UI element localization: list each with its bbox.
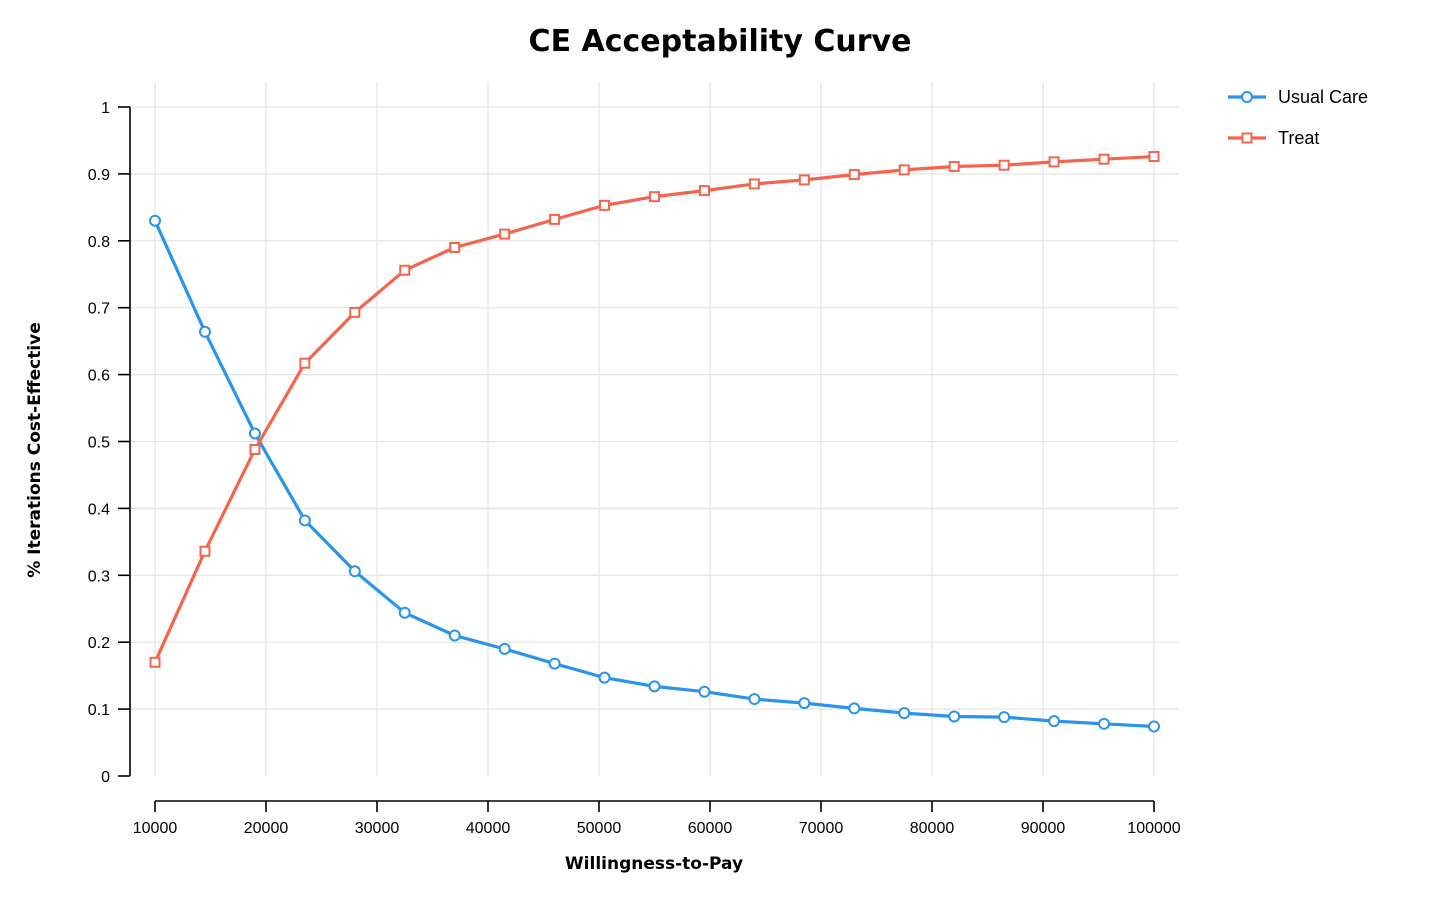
series-line-usual-care [153, 220, 1155, 729]
data-point-usual-care [498, 642, 511, 655]
x-tick-label: 80000 [910, 820, 955, 837]
data-point-usual-care [948, 710, 961, 723]
data-point-usual-care [248, 427, 261, 440]
legend: Usual Care Treat [1228, 87, 1368, 148]
data-point-treat [599, 199, 611, 211]
data-point-treat [1098, 153, 1110, 165]
data-point-treat [349, 306, 361, 318]
x-tick-label: 90000 [1021, 820, 1066, 837]
x-tick-label: 20000 [244, 820, 289, 837]
data-point-treat [798, 174, 810, 186]
data-point-treat [1048, 156, 1060, 168]
axes: 0 0.1 0.2 0.3 0.4 0.5 0.6 0.7 0.8 0.9 1 10000 20000 3… [88, 100, 1181, 837]
data-point-usual-care [448, 629, 461, 642]
data-point-treat [998, 159, 1010, 171]
y-tick-label: 0 [101, 769, 110, 786]
data-point-usual-care [998, 711, 1011, 724]
x-tick-label: 30000 [355, 820, 400, 837]
data-point-treat [199, 545, 211, 557]
data-point-usual-care [149, 214, 161, 227]
y-tick-label: 0.4 [88, 501, 110, 518]
chart-title: CE Acceptability Curve [529, 24, 912, 59]
data-point-treat [948, 161, 960, 173]
series-usual-care [149, 214, 1160, 733]
y-tick-label: 1 [101, 100, 110, 117]
x-tick-label: 60000 [688, 820, 733, 837]
legend-item-treat: Treat [1228, 128, 1319, 148]
x-axis-title: Willingness-to-Pay [565, 854, 743, 874]
data-point-usual-care [648, 680, 661, 693]
data-point-treat [549, 213, 561, 225]
data-point-usual-care [298, 514, 311, 527]
data-point-treat [748, 178, 760, 190]
legend-marker-treat [1241, 132, 1253, 144]
data-point-usual-care [748, 693, 761, 706]
data-point-treat [399, 264, 411, 276]
data-point-usual-care [348, 565, 361, 578]
data-point-usual-care [548, 657, 561, 670]
x-tick-label: 40000 [466, 820, 511, 837]
y-tick-label: 0.8 [88, 234, 110, 251]
data-point-treat [149, 656, 161, 668]
data-point-usual-care [1148, 720, 1160, 733]
data-point-treat [249, 444, 261, 456]
data-point-treat [698, 185, 710, 197]
series-treat [149, 151, 1160, 668]
y-tick-label: 0.1 [88, 702, 110, 719]
y-tick-label: 0.2 [88, 635, 110, 652]
data-point-treat [449, 241, 461, 253]
data-point-usual-care [198, 325, 211, 338]
x-tick-label: 10000 [133, 820, 178, 837]
grid [130, 82, 1178, 776]
legend-marker-usual-care [1241, 91, 1253, 103]
legend-label-treat: Treat [1278, 128, 1319, 148]
x-tick-label: 50000 [577, 820, 622, 837]
data-point-usual-care [798, 697, 811, 710]
data-point-treat [499, 228, 511, 240]
data-point-treat [898, 164, 910, 176]
y-tick-label: 0.7 [88, 301, 110, 318]
data-point-treat [848, 169, 860, 181]
y-tick-label: 0.6 [88, 368, 110, 385]
legend-label-usual-care: Usual Care [1278, 87, 1368, 107]
data-point-usual-care [1098, 717, 1111, 730]
x-tick-label: 70000 [799, 820, 844, 837]
data-point-treat [649, 191, 660, 203]
data-point-treat [1148, 151, 1160, 163]
x-tick-label: 100000 [1127, 820, 1180, 837]
data-point-usual-care [598, 671, 611, 684]
data-point-usual-care [1048, 715, 1061, 728]
y-tick-label: 0.5 [88, 435, 110, 452]
data-point-treat [299, 357, 311, 369]
data-point-usual-care [398, 606, 411, 619]
data-point-usual-care [698, 685, 711, 698]
series-line-treat [153, 154, 1155, 663]
legend-item-usual-care: Usual Care [1228, 87, 1368, 107]
y-tick-label: 0.9 [88, 167, 110, 184]
y-axis-title: % Iterations Cost-Effective [25, 322, 45, 578]
y-tick-label: 0.3 [88, 568, 110, 585]
series-layer [149, 151, 1160, 733]
data-point-usual-care [848, 702, 861, 715]
data-point-usual-care [898, 707, 911, 720]
